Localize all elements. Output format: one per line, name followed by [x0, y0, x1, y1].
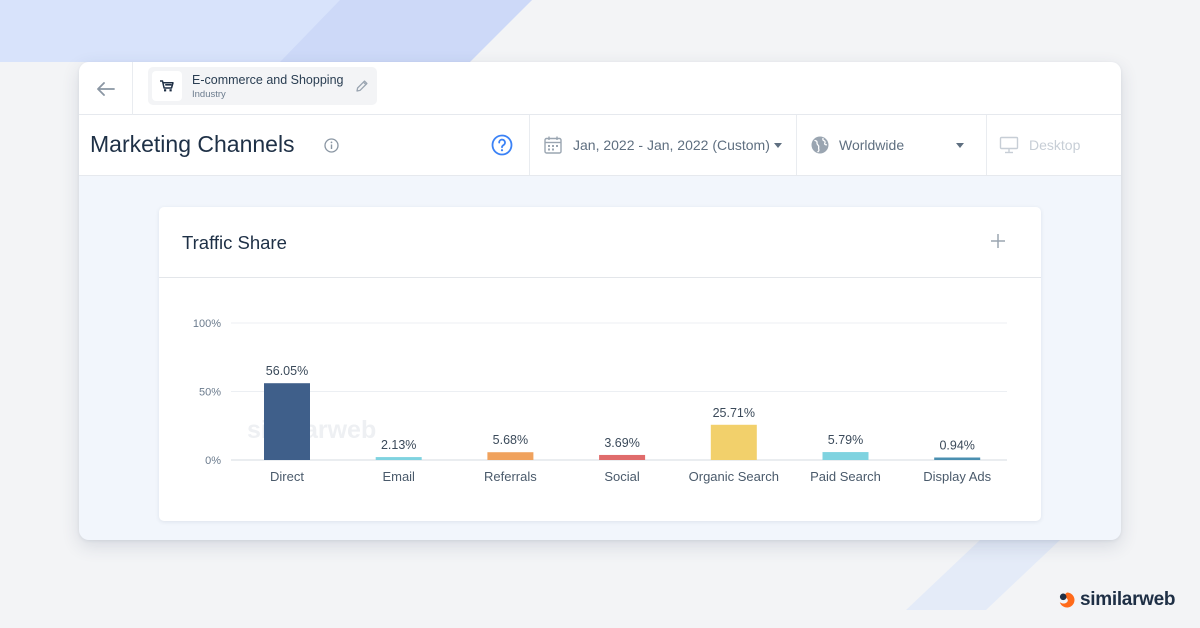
card-title: Traffic Share: [182, 232, 287, 253]
country-value: Worldwide: [839, 137, 905, 153]
data-label: 56.05%: [266, 364, 308, 378]
bar-display-ads: [934, 457, 981, 460]
calendar-icon: [544, 136, 562, 154]
bar-organic-search: [710, 424, 757, 460]
brand-name: similarweb: [1080, 589, 1176, 610]
industry-type-label: Industry: [192, 89, 226, 100]
app-window: E-commerce and Shopping Industry Marketi…: [79, 62, 1121, 540]
bar-email: [375, 457, 422, 460]
industry-name: E-commerce and Shopping: [192, 73, 344, 87]
back-button[interactable]: [79, 62, 133, 115]
country-selector[interactable]: Worldwide: [810, 115, 965, 175]
x-tick-label: Email: [382, 469, 415, 484]
date-range-selector[interactable]: Jan, 2022 - Jan, 2022 (Custom): [543, 115, 782, 175]
device-selector[interactable]: Desktop: [999, 115, 1080, 175]
question-circle-icon[interactable]: [491, 134, 513, 156]
data-label: 0.94%: [939, 439, 974, 453]
x-tick-label: Referrals: [484, 469, 537, 484]
bar-paid-search: [822, 452, 869, 460]
chevron-down-icon: [773, 142, 782, 148]
bar-direct: [264, 383, 310, 460]
arrow-left-icon: [96, 81, 115, 96]
similarweb-logo: similarweb: [1058, 589, 1176, 611]
card-header: Traffic Share: [159, 207, 1041, 278]
similarweb-logo-icon: [1059, 592, 1075, 608]
data-label: 3.69%: [604, 436, 639, 450]
bar-social: [599, 454, 646, 460]
desktop-icon: [999, 136, 1019, 154]
x-tick-label: Organic Search: [689, 469, 779, 484]
shopping-cart-icon: [152, 71, 182, 101]
industry-selector[interactable]: E-commerce and Shopping Industry: [148, 67, 377, 105]
y-tick-label: 50%: [199, 387, 221, 399]
data-label: 25.71%: [713, 406, 755, 420]
plus-icon[interactable]: [990, 233, 1006, 249]
device-value: Desktop: [1029, 137, 1081, 153]
chevron-down-icon: [956, 142, 965, 148]
data-label: 2.13%: [381, 438, 416, 452]
data-label: 5.68%: [493, 433, 528, 447]
page-title: Marketing Channels: [90, 131, 295, 157]
x-tick-label: Social: [604, 469, 640, 484]
pencil-icon[interactable]: [355, 79, 369, 93]
globe-icon: [811, 136, 829, 154]
bar-referrals: [487, 452, 534, 460]
x-tick-label: Direct: [270, 469, 304, 484]
y-tick-label: 0%: [205, 455, 221, 467]
header-divider: [986, 115, 987, 175]
traffic-share-chart: similarweb0%50%100%56.05%Direct2.13%Emai…: [193, 318, 1007, 484]
x-tick-label: Display Ads: [923, 469, 991, 484]
data-label: 5.79%: [828, 433, 863, 447]
traffic-share-card: Traffic Share similarweb 0% 50% 100% 56.05% D…: [159, 207, 1041, 521]
y-tick-label: 100%: [193, 318, 221, 330]
top-bar: E-commerce and Shopping Industry: [79, 62, 1121, 115]
x-tick-label: Paid Search: [810, 469, 881, 484]
page-header: Marketing Channels Jan, 20: [79, 115, 1121, 176]
header-divider: [796, 115, 797, 175]
date-range-value: Jan, 2022 - Jan, 2022 (Custom): [573, 137, 770, 153]
info-icon[interactable]: [324, 138, 339, 153]
header-divider: [529, 115, 530, 175]
